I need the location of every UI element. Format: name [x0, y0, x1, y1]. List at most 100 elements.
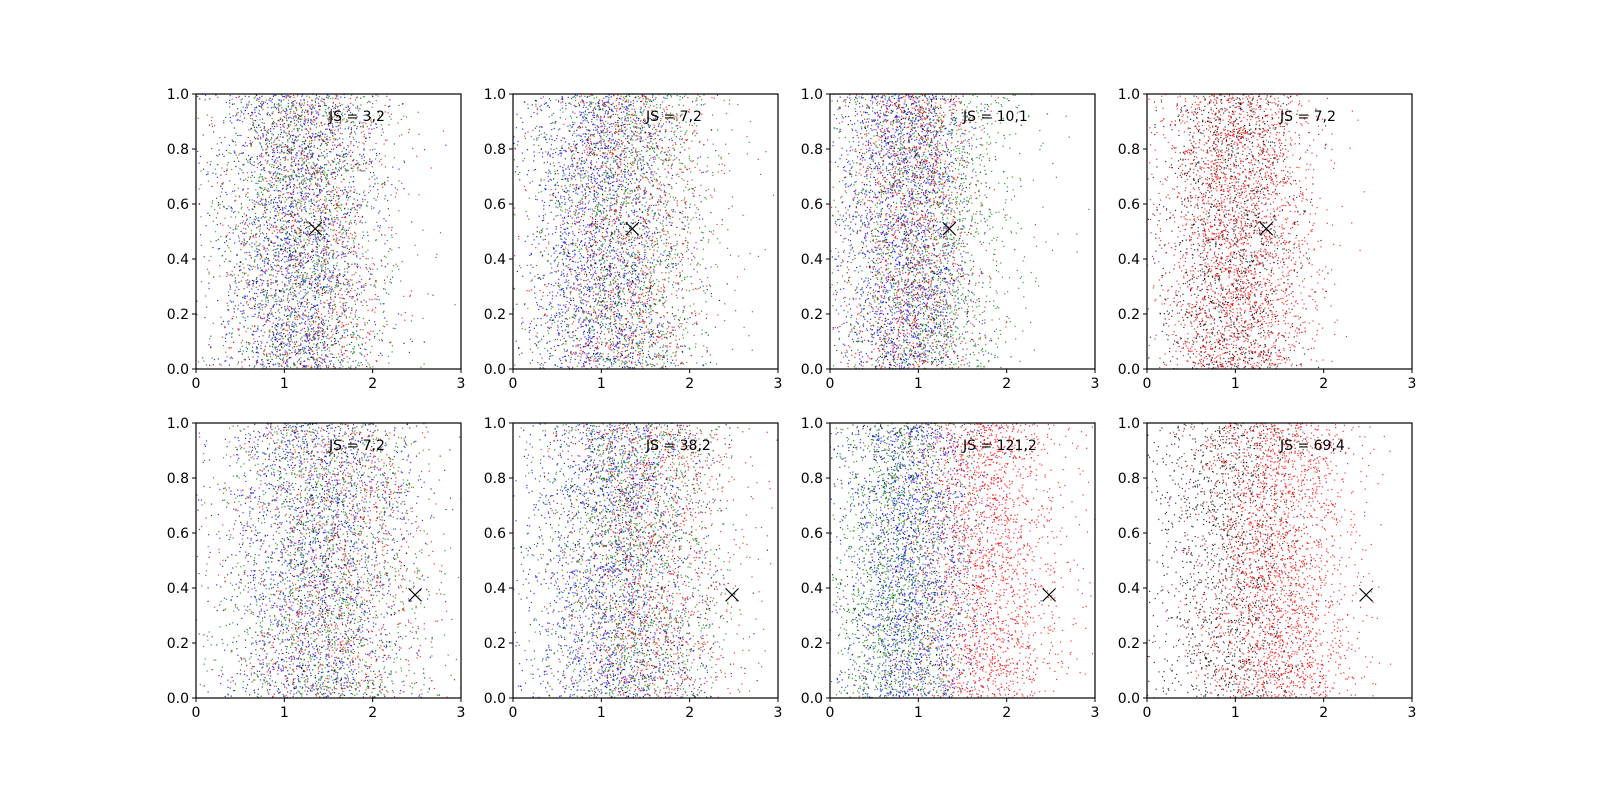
scatter-point [283, 291, 285, 294]
scatter-point [268, 155, 270, 157]
scatter-point [271, 232, 273, 234]
scatter-point [253, 161, 255, 163]
scatter-point [346, 119, 348, 121]
scatter-point [379, 330, 381, 332]
scatter-point [259, 161, 261, 163]
scatter-point [273, 164, 275, 166]
scatter-point [286, 145, 288, 147]
scatter-point [365, 301, 367, 303]
scatter-point [261, 204, 263, 206]
scatter-point [342, 282, 344, 284]
scatter-point [280, 239, 282, 241]
scatter-point [314, 168, 316, 170]
scatter-point [257, 295, 259, 297]
scatter-point [351, 307, 353, 309]
scatter-point [275, 144, 277, 146]
scatter-point [304, 300, 306, 303]
scatter-point [275, 215, 277, 217]
scatter-point [344, 284, 346, 286]
scatter-point [295, 239, 297, 241]
scatter-point [244, 295, 246, 297]
scatter-point [224, 360, 226, 362]
scatter-point [262, 270, 264, 272]
scatter-point [236, 114, 238, 116]
scatter-point [245, 232, 247, 234]
scatter-point [408, 131, 410, 134]
scatter-point [340, 337, 342, 339]
scatter-point [332, 225, 334, 227]
scatter-point [378, 160, 381, 162]
scatter-point [224, 327, 226, 329]
scatter-point [273, 364, 275, 366]
scatter-point [293, 142, 295, 144]
scatter-point [367, 201, 369, 203]
scatter-point [345, 308, 347, 310]
scatter-point [423, 341, 425, 343]
scatter-point [311, 156, 314, 158]
scatter-point [292, 331, 294, 333]
scatter-point [212, 364, 214, 366]
scatter-point [267, 297, 269, 299]
scatter-point [323, 170, 325, 172]
scatter-point [284, 352, 286, 354]
scatter-point [307, 236, 309, 238]
scatter-point [285, 234, 287, 236]
scatter-point [376, 221, 378, 223]
scatter-point [315, 110, 317, 112]
scatter-point [266, 292, 268, 294]
scatter-point [332, 135, 334, 137]
scatter-point [317, 338, 319, 340]
scatter-point [318, 233, 321, 235]
scatter-point [342, 178, 344, 180]
scatter-point [310, 365, 313, 367]
scatter-point [253, 222, 256, 224]
scatter-point [330, 244, 332, 246]
scatter-point [308, 329, 310, 331]
scatter-point [382, 303, 384, 305]
scatter-point [342, 326, 344, 328]
scatter-point [324, 247, 326, 249]
scatter-point [243, 179, 245, 181]
scatter-point [275, 303, 278, 305]
scatter-point [332, 365, 334, 367]
scatter-point [256, 166, 258, 169]
scatter-point [303, 281, 305, 283]
scatter-point [310, 108, 312, 110]
scatter-point [279, 363, 281, 365]
scatter-point [273, 190, 275, 192]
scatter-point [261, 306, 264, 308]
scatter-point [256, 248, 258, 250]
scatter-point [278, 146, 280, 148]
scatter-point [329, 271, 331, 273]
scatter-point [348, 248, 350, 250]
scatter-point [430, 167, 432, 169]
scatter-point [303, 245, 306, 247]
scatter-point [226, 168, 228, 170]
scatter-point [289, 253, 291, 255]
scatter-point [244, 297, 246, 300]
scatter-point [211, 125, 214, 128]
scatter-point [288, 233, 290, 235]
scatter-point [353, 186, 355, 188]
scatter-point [381, 340, 383, 342]
scatter-point [550, 347, 552, 349]
scatter-point [326, 174, 328, 176]
scatter-point [349, 97, 351, 99]
scatter-point [350, 222, 353, 224]
scatter-point [294, 290, 296, 292]
scatter-point [250, 142, 252, 144]
scatter-point [318, 135, 320, 137]
scatter-point [292, 308, 294, 310]
scatter-point [304, 323, 306, 325]
series-1 [513, 94, 723, 369]
scatter-point [265, 321, 267, 323]
scatter-point [339, 105, 341, 107]
scatter-point [268, 129, 270, 131]
scatter-point [367, 332, 369, 334]
scatter-point [319, 109, 321, 111]
scatter-point [423, 363, 425, 365]
scatter-point [278, 104, 280, 106]
scatter-point [353, 346, 355, 348]
scatter-point [256, 277, 258, 279]
scatter-point [311, 132, 313, 135]
